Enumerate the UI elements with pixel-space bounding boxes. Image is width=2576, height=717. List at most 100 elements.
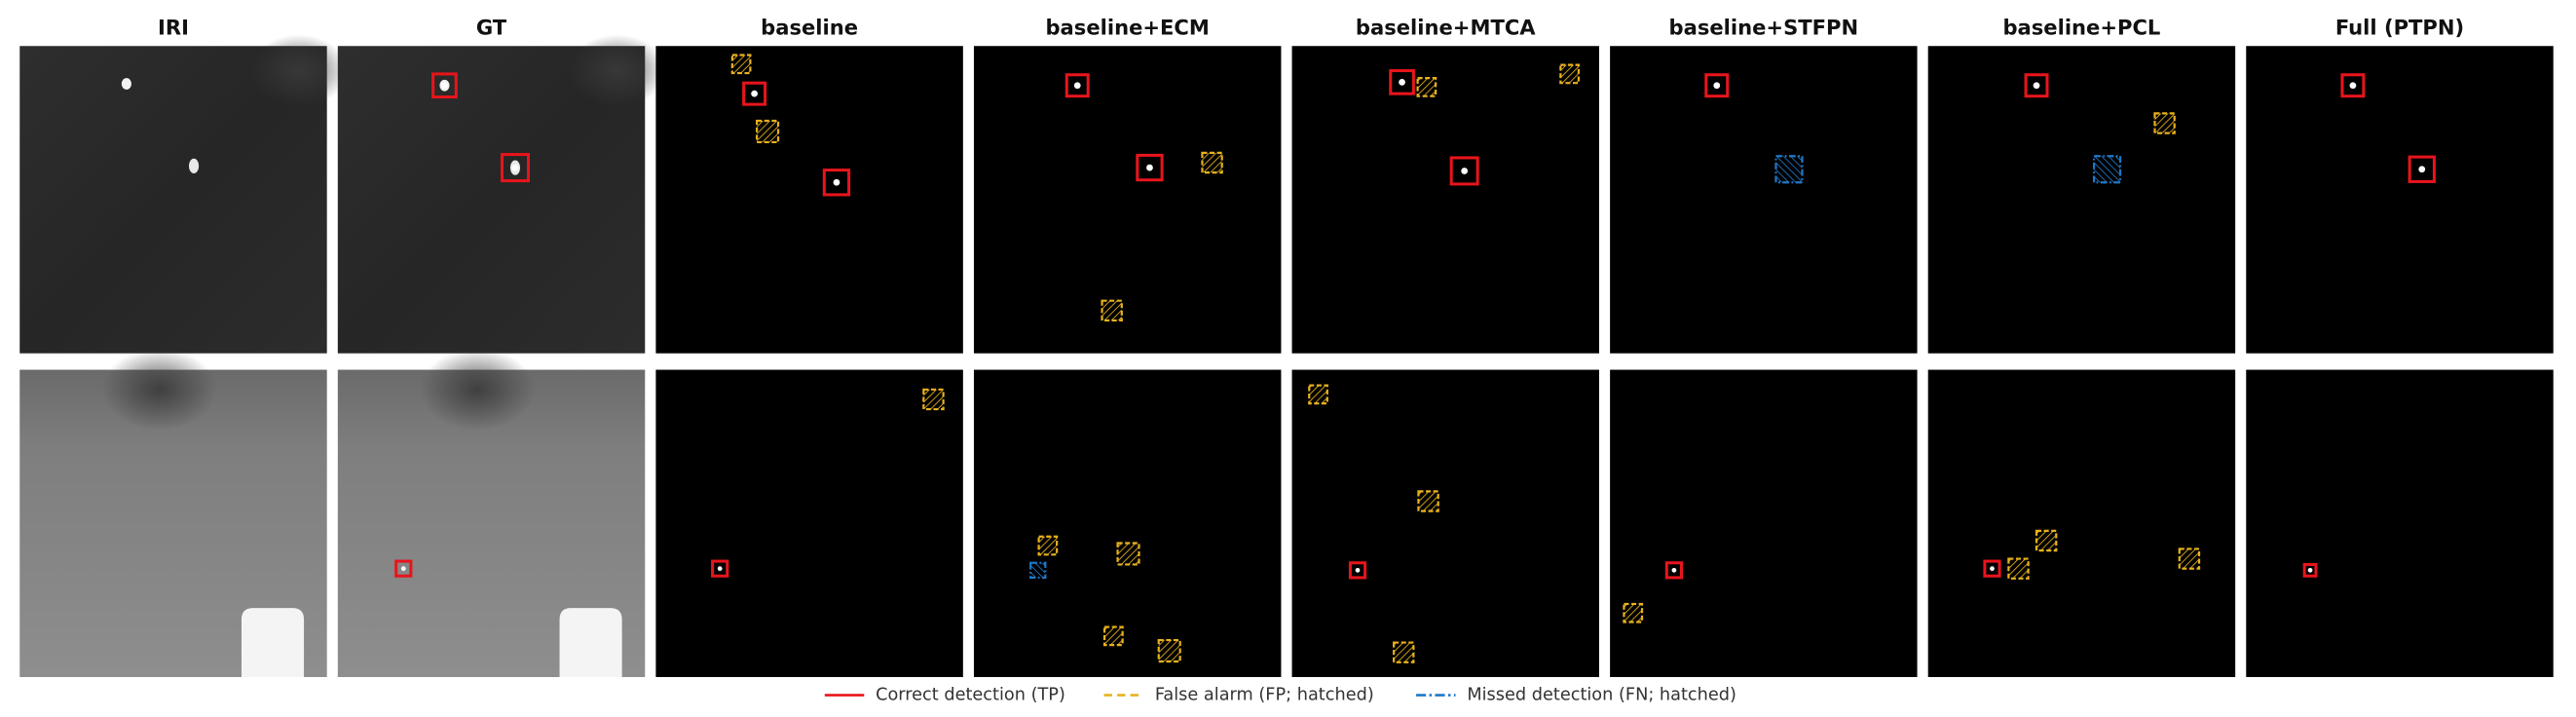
image-panel	[1291, 369, 1599, 677]
target-dot	[1713, 82, 1721, 90]
image-panel	[1927, 369, 2236, 677]
detection-map	[1927, 46, 2236, 354]
tp-box	[1704, 73, 1730, 98]
image-panel	[1927, 46, 2236, 354]
detection-map	[2246, 369, 2554, 677]
target	[121, 78, 131, 90]
tp-box	[394, 559, 413, 578]
tp-box	[1348, 561, 1367, 580]
texture	[101, 348, 217, 431]
detection-map	[2246, 46, 2554, 354]
detection-map	[655, 46, 963, 354]
column-title: baseline	[761, 15, 858, 39]
fp-box	[1308, 384, 1328, 405]
tp-box	[2408, 155, 2436, 183]
image-panel	[337, 348, 646, 677]
panel-grid	[19, 34, 2554, 677]
tp-box	[1389, 69, 1415, 95]
fp-box	[1101, 299, 1123, 322]
tp-box	[711, 559, 729, 578]
tp-box	[431, 72, 458, 99]
fp-box	[1623, 602, 1644, 623]
target-dot	[2307, 567, 2313, 573]
column-title: baseline+STFPN	[1669, 15, 1859, 39]
target-dot	[1399, 78, 1405, 86]
tp-box	[1449, 156, 1479, 186]
tp-box	[822, 169, 851, 197]
target-dot	[833, 178, 840, 186]
bright-structure	[241, 608, 305, 677]
texture	[420, 348, 536, 431]
image-panel	[973, 369, 1282, 677]
image-panel	[2246, 46, 2554, 354]
tp-box	[1664, 561, 1684, 580]
detection-map	[1927, 369, 2236, 677]
target-dot	[751, 90, 758, 97]
target-dot	[511, 164, 519, 171]
image-panel	[1610, 46, 1918, 354]
fn-box	[1774, 155, 1804, 184]
fp-box	[1102, 625, 1124, 647]
tp-box	[742, 81, 767, 106]
target-dot	[2349, 82, 2357, 90]
column-title: baseline+ECM	[1045, 15, 1209, 39]
fp-box	[730, 54, 752, 75]
image-panel	[19, 348, 327, 677]
tp-box	[2024, 73, 2049, 98]
tp-box	[1983, 559, 2001, 578]
fp-box	[2007, 557, 2030, 580]
detection-map	[973, 369, 1282, 677]
bright-structure	[559, 608, 622, 677]
image-panel	[337, 34, 667, 354]
target-dot	[2418, 166, 2426, 173]
image-panel	[655, 46, 963, 354]
column-title: baseline+MTCA	[1356, 15, 1536, 39]
target-dot	[1671, 567, 1677, 573]
legend-label: False alarm (FP; hatched)	[1155, 686, 1374, 705]
texture	[567, 34, 667, 107]
image-panel	[655, 369, 963, 677]
image-panel	[1291, 46, 1599, 354]
detection-map	[973, 46, 1282, 354]
fp-box	[1393, 641, 1415, 663]
fp-box	[1037, 535, 1059, 556]
detection-map	[655, 369, 963, 677]
target-dot	[1146, 164, 1153, 171]
target-dot	[1990, 566, 1995, 572]
detection-map	[1291, 46, 1599, 354]
target	[188, 158, 200, 173]
fp-box	[1417, 490, 1439, 512]
tp-box	[2340, 73, 2366, 98]
fp-box	[922, 388, 945, 411]
fp-box	[1116, 542, 1140, 566]
fp-box	[2178, 547, 2201, 570]
fp-box	[1157, 638, 1181, 663]
fp-box	[2035, 529, 2058, 552]
detection-map	[1610, 46, 1918, 354]
legend-label: Missed detection (FN; hatched)	[1467, 686, 1736, 705]
detection-map	[1610, 369, 1918, 677]
image-panel	[19, 34, 349, 354]
column-title: GT	[476, 15, 507, 39]
tp-box	[1136, 153, 1164, 182]
target-dot	[717, 566, 723, 572]
fp-box	[1559, 63, 1581, 85]
target-dot	[2033, 82, 2040, 90]
fn-box	[2092, 155, 2122, 184]
image-panel	[1610, 369, 1918, 677]
column-title: IRI	[158, 15, 189, 39]
tp-box	[2302, 562, 2318, 578]
target-dot	[1461, 168, 1469, 174]
fn-box	[1029, 561, 1047, 580]
target-dot	[441, 82, 448, 90]
target-dot	[400, 566, 406, 572]
tp-box	[500, 153, 531, 183]
legend: Correct detection (TP) False alarm (FP; h…	[824, 686, 1736, 705]
legend-label: Correct detection (TP)	[876, 686, 1065, 705]
image-panel	[2246, 369, 2554, 677]
column-title: Full (PTPN)	[2335, 15, 2464, 39]
fp-box	[756, 119, 780, 144]
image-panel	[973, 46, 1282, 354]
